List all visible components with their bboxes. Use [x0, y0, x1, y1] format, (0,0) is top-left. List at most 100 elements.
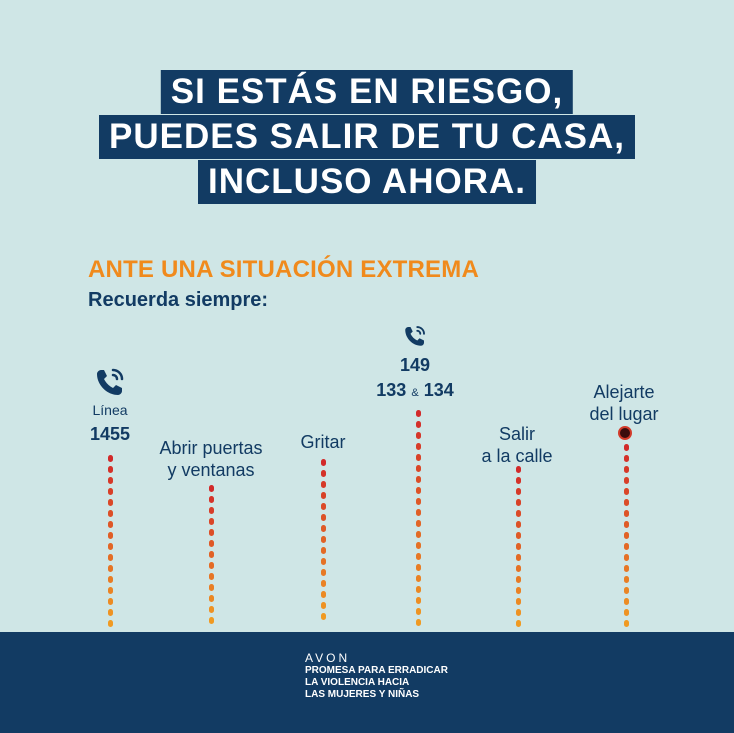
dot: [107, 532, 113, 539]
dot: [415, 542, 421, 549]
dot: [107, 499, 113, 506]
salir-label: Salir a la calle: [481, 423, 552, 467]
dot: [208, 496, 214, 503]
dot: [320, 459, 326, 466]
dot: [515, 554, 521, 561]
salir-line-1: Salir: [498, 424, 536, 444]
dotted-line-emergencia: [415, 410, 421, 630]
dot: [623, 587, 629, 594]
dot: [208, 573, 214, 580]
dot: [623, 598, 629, 605]
dot: [415, 553, 421, 560]
dot: [623, 609, 629, 616]
dot: [415, 509, 421, 516]
dot: [320, 558, 326, 565]
dot: [208, 529, 214, 536]
phone-icon: [97, 368, 124, 395]
dot: [107, 477, 113, 484]
dot: [320, 547, 326, 554]
dot: [107, 455, 113, 462]
dot: [415, 575, 421, 582]
ampersand: &: [411, 387, 419, 399]
dot: [623, 444, 629, 451]
dot: [623, 532, 629, 539]
abrir-line-1: Abrir puertas: [159, 438, 263, 458]
dot: [107, 587, 113, 594]
dot: [320, 536, 326, 543]
headline-line-1: SI ESTÁS EN RIESGO,: [160, 70, 574, 114]
dot: [515, 565, 521, 572]
dot: [107, 466, 113, 473]
emergency-numbers: 133 & 134: [376, 380, 453, 401]
dotted-line-abrir: [208, 485, 214, 628]
dot: [515, 532, 521, 539]
dot: [320, 613, 326, 620]
dot: [208, 562, 214, 569]
dot: [107, 543, 113, 550]
dot: [623, 576, 629, 583]
dot: [320, 492, 326, 499]
dotted-line-alejarte: [623, 444, 629, 631]
dot: [515, 609, 521, 616]
dot: [623, 620, 629, 627]
dot: [208, 617, 214, 624]
headline-line-2: PUEDES SALIR DE TU CASA,: [99, 115, 635, 159]
emergency-number-134: 134: [423, 380, 454, 400]
dot: [515, 543, 521, 550]
dot: [515, 576, 521, 583]
promise-text: PROMESA PARA ERRADICAR LA VIOLENCIA HACI…: [305, 665, 448, 701]
dot: [515, 477, 521, 484]
footer-band: [0, 632, 734, 733]
alejarte-label: Alejarte del lugar: [589, 381, 658, 425]
dot: [320, 503, 326, 510]
dot: [515, 499, 521, 506]
dot: [415, 531, 421, 538]
dot: [208, 507, 214, 514]
abrir-label: Abrir puertas y ventanas: [159, 437, 262, 481]
dot: [320, 525, 326, 532]
dot: [515, 620, 521, 627]
dot: [415, 443, 421, 450]
dot: [623, 499, 629, 506]
promise-line-1: PROMESA PARA ERRADICAR: [305, 665, 448, 676]
linea-label: Línea: [92, 402, 128, 418]
dot: [623, 466, 629, 473]
dot: [208, 540, 214, 547]
dot: [623, 488, 629, 495]
dot: [107, 554, 113, 561]
dot: [107, 598, 113, 605]
dot: [623, 554, 629, 561]
dot: [208, 518, 214, 525]
dot: [415, 498, 421, 505]
dot: [415, 454, 421, 461]
section-heading: ANTE UNA SITUACIÓN EXTREMA: [88, 256, 479, 283]
dot: [415, 619, 421, 626]
dot: [107, 510, 113, 517]
dot: [208, 606, 214, 613]
dot: [623, 565, 629, 572]
dot: [107, 576, 113, 583]
dot: [208, 584, 214, 591]
emergency-number-133: 133: [376, 380, 407, 400]
emergency-number-149: 149: [399, 355, 431, 375]
linea-number: 1455: [89, 424, 131, 444]
dot: [515, 510, 521, 517]
dot: [415, 465, 421, 472]
dot: [623, 510, 629, 517]
dot: [415, 586, 421, 593]
salir-line-2: a la calle: [481, 446, 553, 466]
dotted-line-gritar: [320, 459, 326, 624]
promise-line-3: LAS MUJERES Y NIÑAS: [305, 689, 420, 700]
dot: [208, 485, 214, 492]
dot: [320, 481, 326, 488]
dot: [415, 608, 421, 615]
dot: [415, 564, 421, 571]
dot: [320, 569, 326, 576]
dot: [415, 476, 421, 483]
dot: [415, 520, 421, 527]
headline-line-3: INCLUSO AHORA.: [198, 160, 536, 204]
abrir-line-2: y ventanas: [167, 460, 255, 480]
brand-logo: AVON: [305, 651, 351, 665]
dot: [415, 421, 421, 428]
dot: [515, 488, 521, 495]
